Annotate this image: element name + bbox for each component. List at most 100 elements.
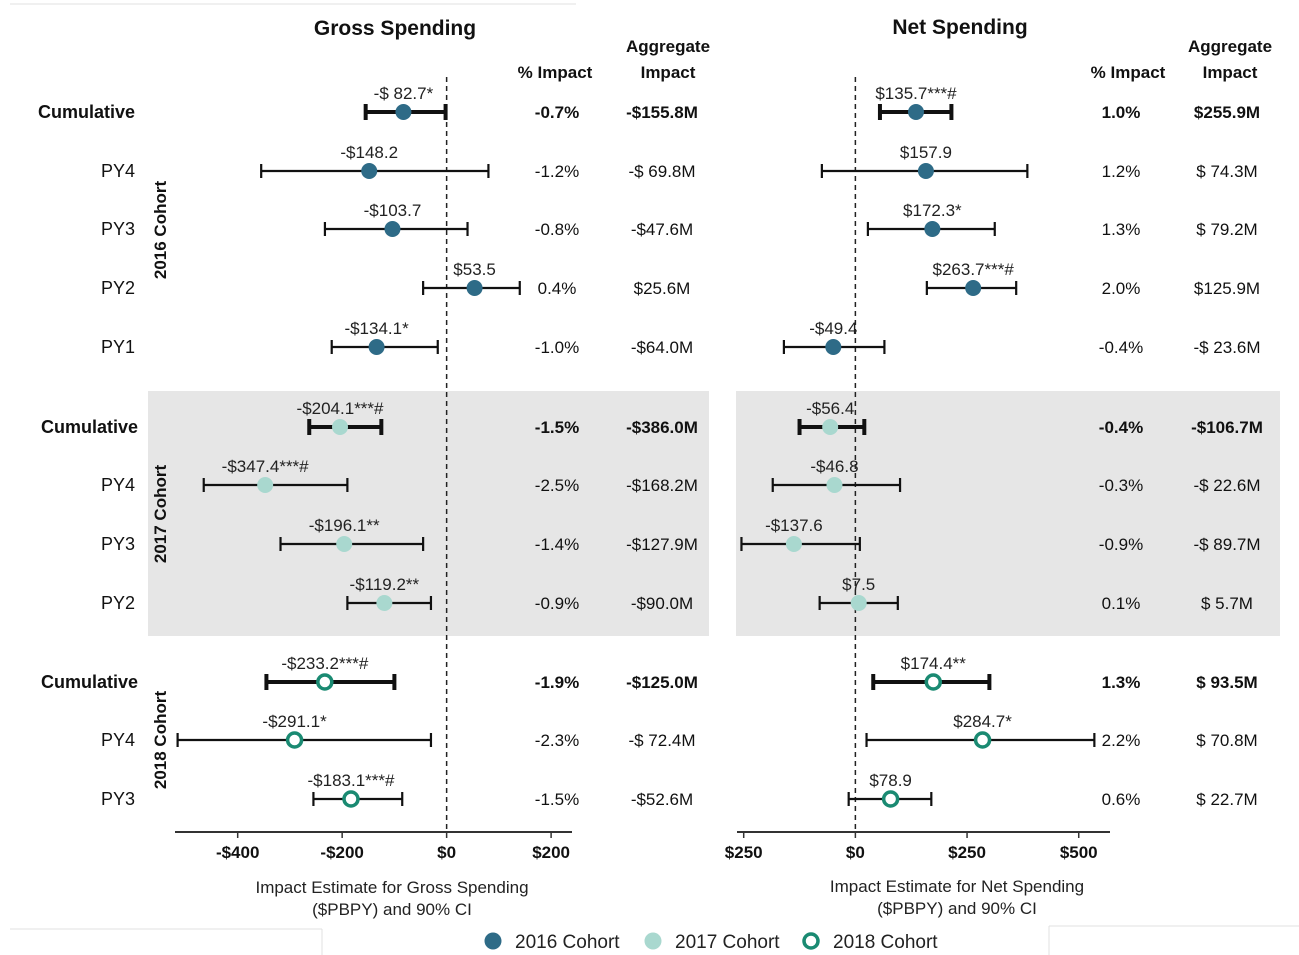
x-tick-label-0-0: -$400 [216, 843, 259, 862]
pct-impact-0-1: -1.2% [535, 162, 579, 181]
row-label-9: Cumulative [41, 672, 138, 692]
legend-marker-1 [644, 932, 662, 950]
point-1-3 [965, 280, 982, 296]
point-1-11 [881, 790, 900, 808]
x-tick-label-0-1: -$200 [320, 843, 363, 862]
x-axis-label-net-2: ($PBPY) and 90% CI [877, 899, 1037, 918]
aggregate-impact-0-9: -$125.0M [626, 673, 698, 692]
aggregate-impact-0-1: -$ 69.8M [628, 162, 695, 181]
pct-impact-1-5: -0.4% [1099, 418, 1143, 437]
pct-impact-1-11: 0.6% [1102, 790, 1141, 809]
point-label-1-3: $263.7***# [933, 260, 1015, 279]
row-label-10: PY4 [101, 730, 135, 750]
point-label-0-6: -$347.4***# [222, 457, 310, 476]
legend-label-0: 2016 Cohort [515, 932, 620, 953]
point-label-0-5: -$204.1***# [297, 399, 385, 418]
point-1-5 [822, 419, 839, 435]
pct-impact-1-3: 2.0% [1102, 279, 1141, 298]
point-0-2 [384, 221, 401, 237]
point-label-0-1: -$148.2 [340, 143, 398, 162]
aggregate-impact-0-11: -$52.6M [631, 790, 693, 809]
aggregate-impact-1-4: -$ 23.6M [1193, 338, 1260, 357]
pct-impact-1-4: -0.4% [1099, 338, 1143, 357]
row-label-8: PY2 [101, 593, 135, 613]
aggregate-impact-1-11: $ 22.7M [1196, 790, 1257, 809]
row-label-1: PY4 [101, 161, 135, 181]
x-tick-label-1-2: $250 [948, 843, 986, 862]
row-label-3: PY2 [101, 278, 135, 298]
point-label-1-7: -$137.6 [765, 516, 823, 535]
aggregate-impact-0-4: -$64.0M [631, 338, 693, 357]
point-1-2 [924, 221, 941, 237]
row-label-0: Cumulative [38, 102, 135, 122]
row-label-6: PY4 [101, 475, 135, 495]
pct-impact-0-0: -0.7% [535, 103, 579, 122]
aggregate-impact-1-3: $125.9M [1194, 279, 1260, 298]
point-0-0 [395, 104, 412, 120]
point-0-9 [316, 673, 334, 691]
point-label-0-11: -$183.1***# [308, 771, 396, 790]
pct-impact-0-8: -0.9% [535, 594, 579, 613]
point-0-10 [285, 731, 304, 749]
pct-impact-0-5: -1.5% [535, 418, 579, 437]
point-label-0-3: $53.5 [453, 260, 496, 279]
pct-impact-1-10: 2.2% [1102, 731, 1141, 750]
pct-impact-0-3: 0.4% [538, 279, 577, 298]
x-axis-label-net-1: Impact Estimate for Net Spending [830, 877, 1084, 896]
col-header-agg-gross-2: Impact [641, 63, 696, 82]
pct-impact-0-9: -1.9% [535, 673, 579, 692]
point-1-1 [917, 163, 934, 179]
point-0-11 [342, 790, 360, 808]
panel-title-gross: Gross Spending [314, 17, 476, 40]
group-label-2018: 2018 Cohort [151, 691, 170, 790]
point-1-4 [825, 339, 842, 355]
point-label-0-9: -$233.2***# [281, 654, 369, 673]
row-label-4: PY1 [101, 337, 135, 357]
aggregate-impact-0-0: -$155.8M [626, 103, 698, 122]
pct-impact-1-9: 1.3% [1102, 673, 1141, 692]
col-header-pct-gross: % Impact [518, 63, 593, 82]
pct-impact-0-4: -1.0% [535, 338, 579, 357]
x-tick-label-0-3: $200 [532, 843, 570, 862]
pct-impact-0-7: -1.4% [535, 535, 579, 554]
point-label-1-1: $157.9 [900, 143, 952, 162]
x-axis-label-gross-1: Impact Estimate for Gross Spending [255, 878, 528, 897]
point-label-0-7: -$196.1** [309, 516, 380, 535]
col-header-agg-net-1: Aggregate [1188, 37, 1272, 56]
group-label-2016: 2016 Cohort [151, 181, 170, 280]
legend-marker-0 [484, 932, 502, 950]
x-tick-label-1-0: $250 [725, 843, 763, 862]
legend: 2016 Cohort 2017 Cohort 2018 Cohort [484, 932, 938, 953]
pct-impact-1-2: 1.3% [1102, 220, 1141, 239]
pct-impact-1-7: -0.9% [1099, 535, 1143, 554]
x-tick-label-1-1: $0 [846, 843, 865, 862]
point-0-3 [466, 280, 483, 296]
aggregate-impact-1-0: $255.9M [1194, 103, 1260, 122]
point-1-7 [785, 536, 802, 552]
legend-marker-2 [802, 932, 820, 950]
pct-impact-0-2: -0.8% [535, 220, 579, 239]
aggregate-impact-0-3: $25.6M [634, 279, 691, 298]
x-tick-label-1-3: $500 [1060, 843, 1098, 862]
col-header-agg-gross-1: Aggregate [626, 37, 710, 56]
aggregate-impact-1-6: -$ 22.6M [1193, 476, 1260, 495]
aggregate-impact-0-8: -$90.0M [631, 594, 693, 613]
cohort-2017-shade-0 [148, 391, 709, 636]
aggregate-impact-1-2: $ 79.2M [1196, 220, 1257, 239]
point-0-8 [376, 595, 393, 611]
aggregate-impact-1-1: $ 74.3M [1196, 162, 1257, 181]
point-label-1-2: $172.3* [903, 201, 962, 220]
point-1-10 [973, 731, 992, 749]
pct-impact-1-8: 0.1% [1102, 594, 1141, 613]
row-label-7: PY3 [101, 534, 135, 554]
point-0-5 [332, 419, 349, 435]
pct-impact-0-11: -1.5% [535, 790, 579, 809]
point-0-1 [361, 163, 378, 179]
point-label-1-4: -$49.4 [809, 319, 857, 338]
point-1-8 [850, 595, 867, 611]
point-label-0-4: -$134.1* [344, 319, 409, 338]
group-label-2017: 2017 Cohort [151, 465, 170, 564]
point-label-1-11: $78.9 [869, 771, 912, 790]
pct-impact-1-6: -0.3% [1099, 476, 1143, 495]
legend-label-1: 2017 Cohort [675, 932, 780, 953]
